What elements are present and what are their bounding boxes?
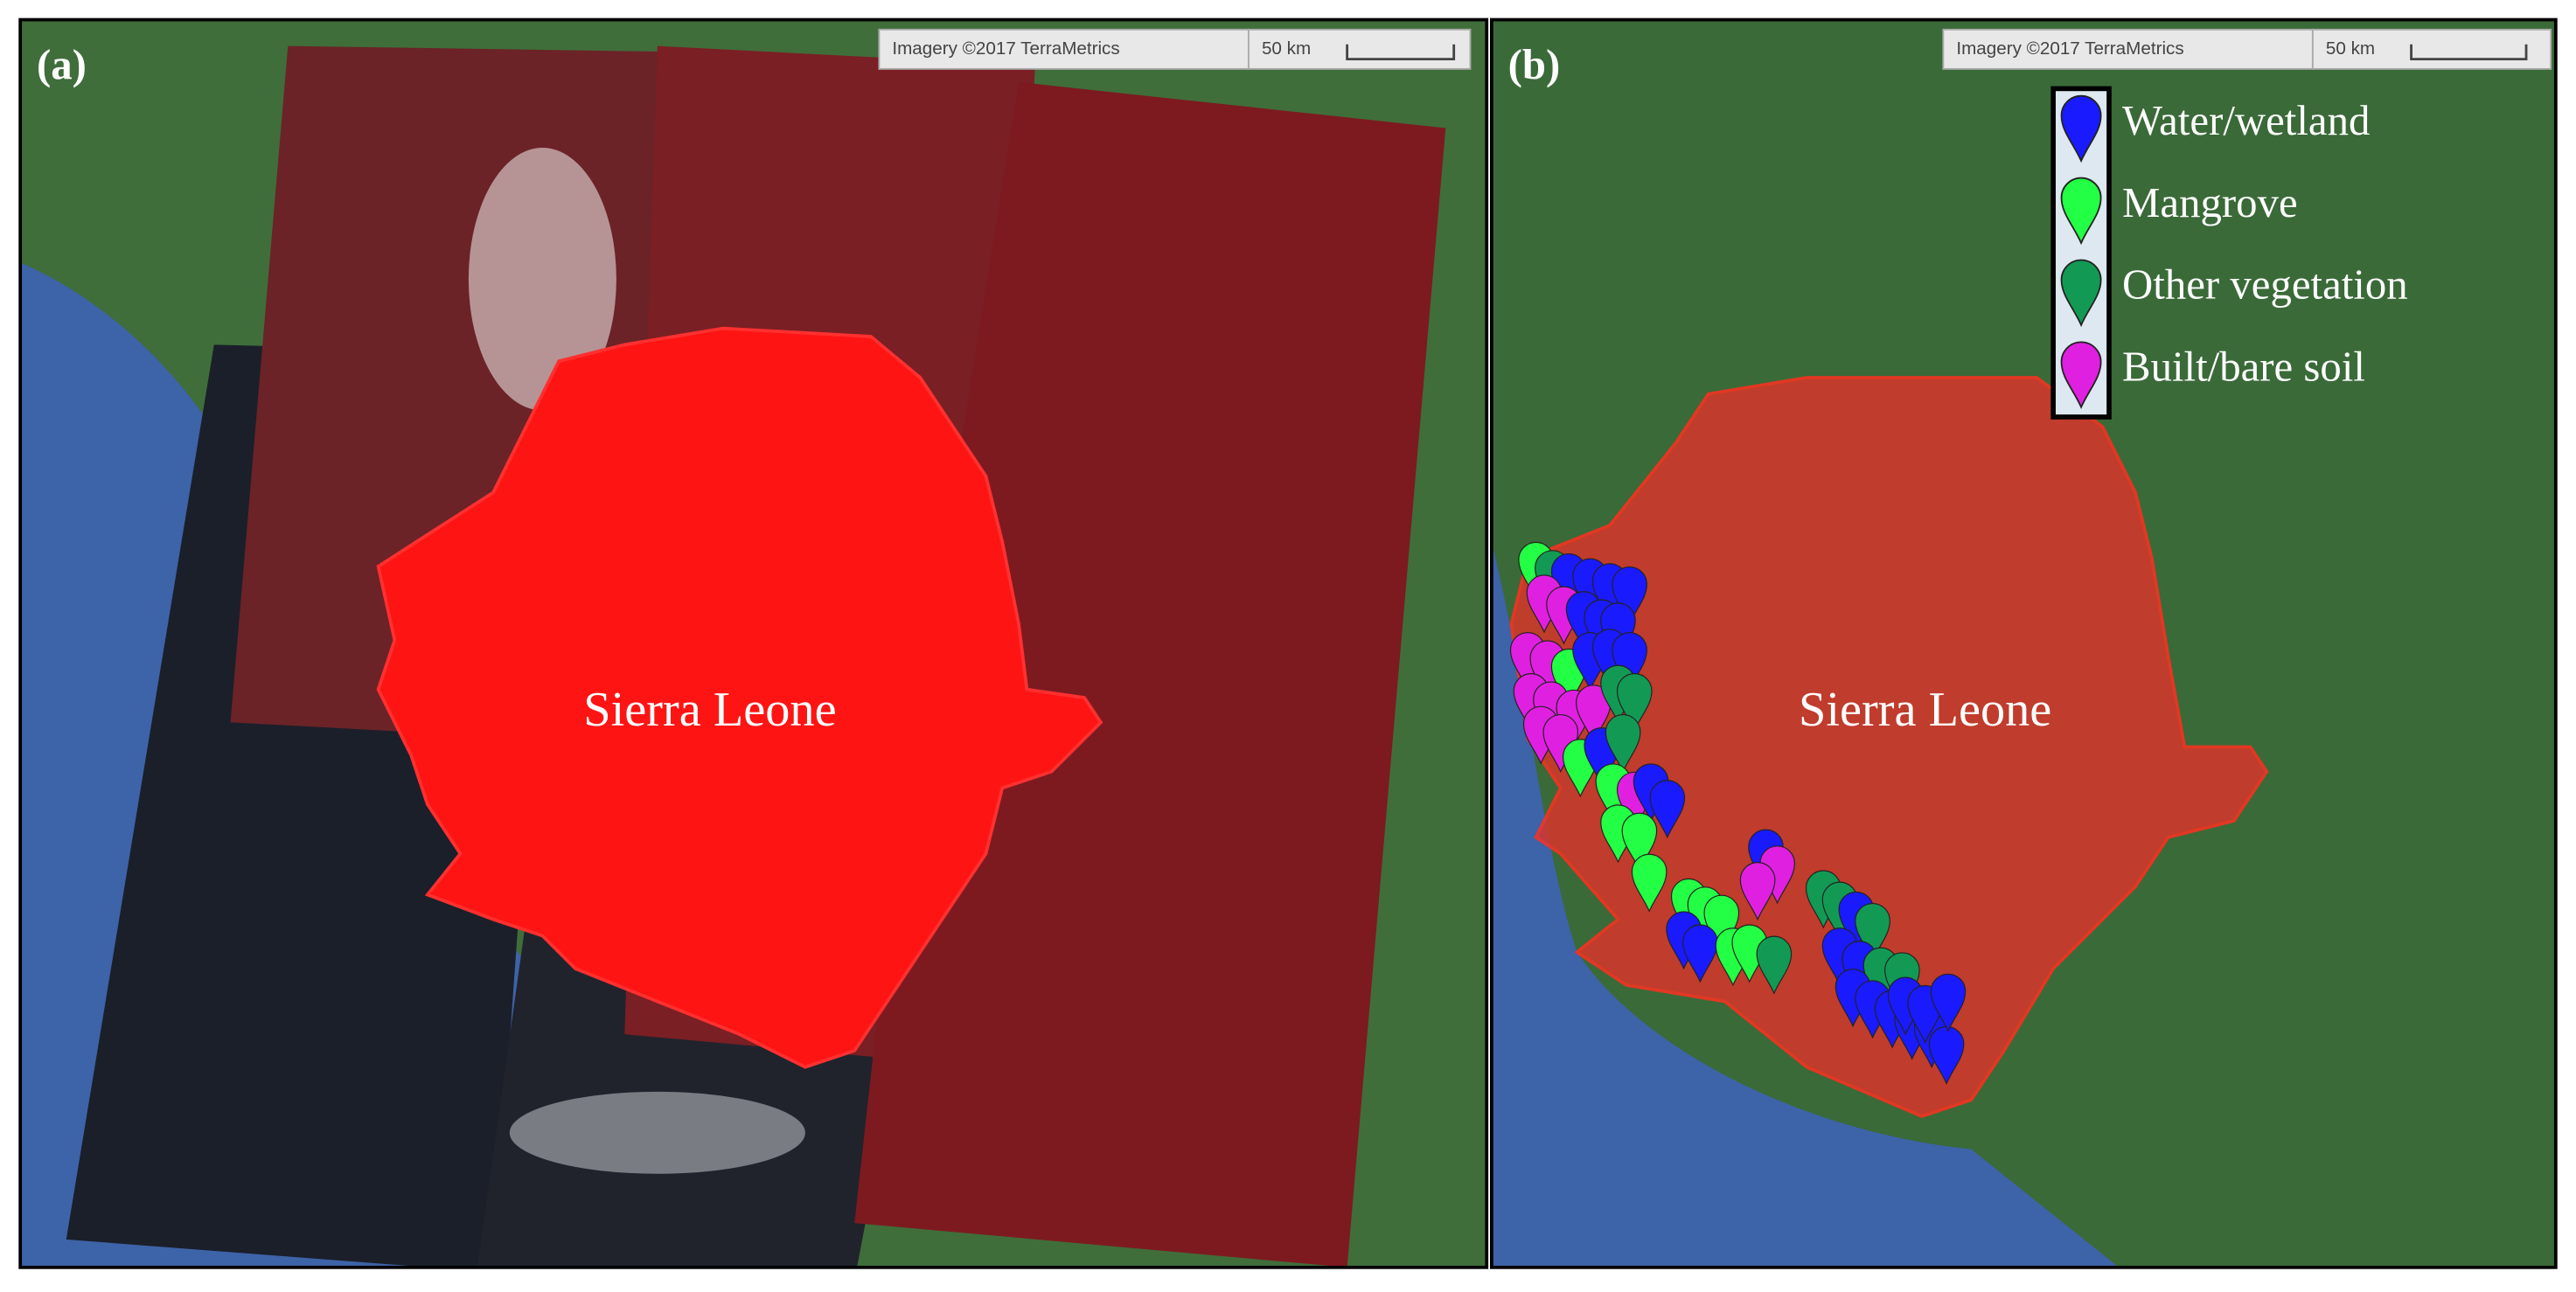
scale-label: 50 km [2326, 38, 2375, 59]
scale-bar [1346, 44, 1456, 61]
legend: Water/wetland Mangrove Other vegetation Bui… [2060, 94, 2408, 408]
scale-label: 50 km [1262, 38, 1311, 59]
panel-b: Imagery ©2017 TerraMetrics 50 km (b) Sie… [1491, 19, 2556, 1268]
country-shape [376, 326, 1104, 1069]
legend-label: Water/wetland [2122, 96, 2370, 144]
sea [1491, 541, 2120, 1268]
attribution: Imagery ©2017 TerraMetrics [892, 38, 1119, 59]
cloud [509, 1091, 805, 1174]
attribution-box [878, 28, 1250, 70]
cloud [468, 148, 616, 411]
scale-box [1247, 28, 1472, 70]
scale-bar [2410, 44, 2528, 61]
panel-frame [18, 17, 1489, 1269]
panel-a: Imagery ©2017 TerraMetrics 50 km (a) Sie… [20, 19, 1487, 1268]
legend-label: Other vegetation [2122, 260, 2408, 309]
attribution: Imagery ©2017 TerraMetrics [1956, 38, 2183, 59]
panel-label: (a) [37, 40, 87, 88]
legend-label: Built/bare soil [2122, 343, 2365, 391]
tile [854, 81, 1446, 1268]
panel-label: (b) [1508, 40, 1561, 88]
scale-box [2311, 28, 2552, 70]
panel-frame [1489, 17, 2558, 1269]
country-label: Sierra Leone [583, 683, 836, 737]
attribution-box [1942, 28, 2314, 70]
legend-label: Mangrove [2122, 178, 2298, 226]
country-label: Sierra Leone [1799, 683, 2051, 737]
